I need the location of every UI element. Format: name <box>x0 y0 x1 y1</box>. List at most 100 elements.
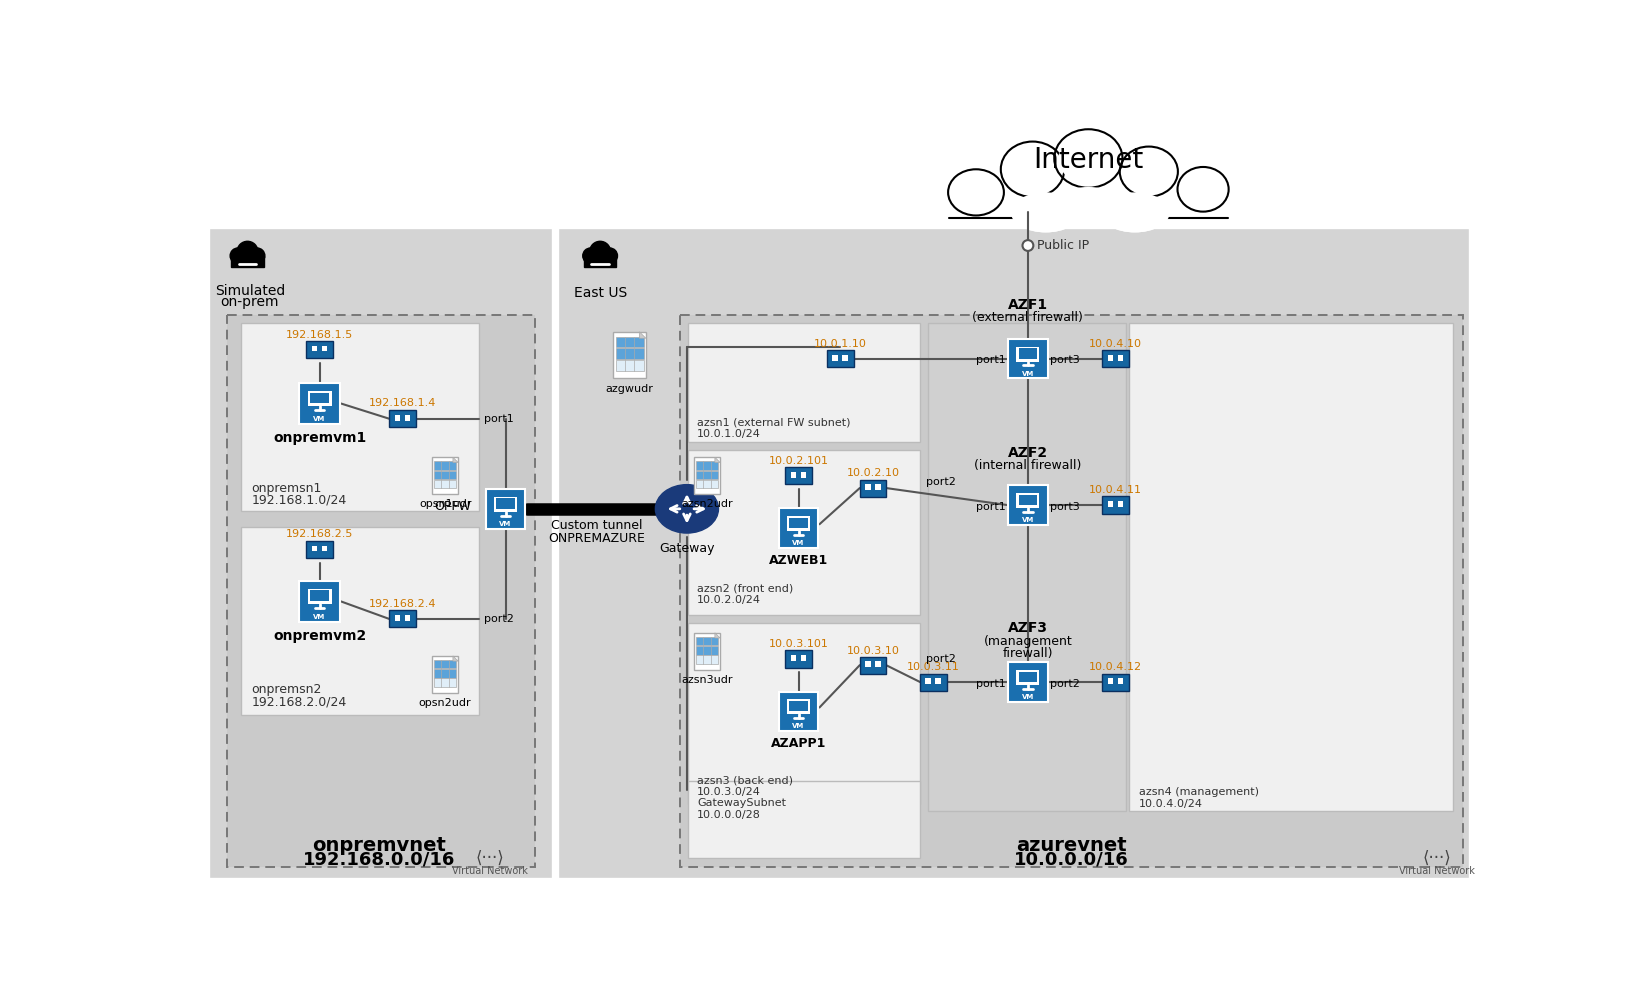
FancyBboxPatch shape <box>688 781 919 858</box>
FancyBboxPatch shape <box>434 669 456 678</box>
FancyBboxPatch shape <box>1103 674 1129 691</box>
FancyBboxPatch shape <box>308 589 331 604</box>
Ellipse shape <box>1054 129 1123 188</box>
Text: Virtual Network: Virtual Network <box>452 866 528 876</box>
Text: 10.0.2.0/24: 10.0.2.0/24 <box>697 595 760 605</box>
FancyBboxPatch shape <box>434 461 456 470</box>
FancyBboxPatch shape <box>405 415 410 421</box>
FancyBboxPatch shape <box>310 393 329 403</box>
Text: VM: VM <box>792 723 805 729</box>
FancyBboxPatch shape <box>613 332 646 378</box>
FancyBboxPatch shape <box>1016 347 1039 362</box>
Circle shape <box>238 241 257 262</box>
FancyBboxPatch shape <box>1008 662 1047 702</box>
Text: Gateway: Gateway <box>659 542 715 555</box>
Text: opsn2udr: opsn2udr <box>420 698 472 708</box>
FancyBboxPatch shape <box>1016 670 1039 685</box>
FancyBboxPatch shape <box>790 701 808 711</box>
FancyBboxPatch shape <box>800 472 806 478</box>
FancyBboxPatch shape <box>787 699 810 714</box>
Text: 192.168.0.0/16: 192.168.0.0/16 <box>303 850 456 868</box>
Text: VM: VM <box>313 416 326 422</box>
Text: opsn1udr: opsn1udr <box>420 499 472 509</box>
FancyBboxPatch shape <box>1108 501 1113 507</box>
Text: Public IP: Public IP <box>1037 239 1090 252</box>
FancyBboxPatch shape <box>231 256 264 267</box>
FancyBboxPatch shape <box>395 415 400 421</box>
Ellipse shape <box>952 172 1000 213</box>
FancyBboxPatch shape <box>828 350 854 367</box>
FancyBboxPatch shape <box>485 489 526 529</box>
Text: ⟨···⟩: ⟨···⟩ <box>1423 849 1452 867</box>
Text: Internet: Internet <box>1033 146 1144 174</box>
Text: 10.0.4.11: 10.0.4.11 <box>1088 485 1142 495</box>
FancyBboxPatch shape <box>1016 493 1039 508</box>
FancyBboxPatch shape <box>697 637 718 645</box>
Text: Custom tunnel: Custom tunnel <box>551 519 642 532</box>
FancyBboxPatch shape <box>928 323 1126 811</box>
FancyBboxPatch shape <box>875 661 880 667</box>
FancyBboxPatch shape <box>779 692 818 731</box>
Text: 10.0.3.10: 10.0.3.10 <box>846 646 900 656</box>
FancyBboxPatch shape <box>321 346 328 351</box>
Text: 192.168.1.4: 192.168.1.4 <box>369 398 436 408</box>
Text: VM: VM <box>1021 517 1034 523</box>
FancyBboxPatch shape <box>561 230 1469 877</box>
FancyBboxPatch shape <box>1019 348 1037 359</box>
FancyBboxPatch shape <box>785 467 811 484</box>
FancyBboxPatch shape <box>433 457 459 494</box>
Text: 10.0.3.11: 10.0.3.11 <box>906 662 960 672</box>
Text: 10.0.4.12: 10.0.4.12 <box>1088 662 1142 672</box>
FancyBboxPatch shape <box>497 498 515 509</box>
FancyBboxPatch shape <box>493 497 516 512</box>
FancyBboxPatch shape <box>616 348 644 359</box>
FancyBboxPatch shape <box>860 480 887 497</box>
FancyBboxPatch shape <box>616 337 644 347</box>
FancyBboxPatch shape <box>779 508 818 548</box>
FancyBboxPatch shape <box>616 360 644 371</box>
Text: 192.168.2.0/24: 192.168.2.0/24 <box>251 696 346 709</box>
Ellipse shape <box>1119 147 1178 197</box>
FancyBboxPatch shape <box>434 678 456 687</box>
Circle shape <box>583 248 598 264</box>
Text: port1: port1 <box>977 679 1006 689</box>
FancyBboxPatch shape <box>680 315 1462 867</box>
Text: onpremsn1: onpremsn1 <box>251 482 321 495</box>
Text: 192.168.1.5: 192.168.1.5 <box>285 330 352 340</box>
Ellipse shape <box>1049 187 1128 229</box>
Text: 10.0.4.10: 10.0.4.10 <box>1088 339 1142 349</box>
Text: 10.0.2.101: 10.0.2.101 <box>769 456 829 466</box>
Text: AZF2: AZF2 <box>1008 446 1047 460</box>
Text: 10.0.3.0/24: 10.0.3.0/24 <box>697 787 760 797</box>
FancyBboxPatch shape <box>1019 672 1037 682</box>
Text: port3: port3 <box>1049 355 1080 365</box>
Text: onpremsn2: onpremsn2 <box>251 683 321 696</box>
Text: (internal firewall): (internal firewall) <box>974 459 1082 472</box>
Text: ⟨···⟩: ⟨···⟩ <box>475 849 505 867</box>
Text: port1: port1 <box>484 414 513 424</box>
Text: Virtual Network: Virtual Network <box>1400 866 1475 876</box>
FancyBboxPatch shape <box>697 471 718 479</box>
FancyBboxPatch shape <box>1118 501 1123 507</box>
FancyBboxPatch shape <box>434 660 456 668</box>
Text: ONPREMAZURE: ONPREMAZURE <box>549 532 646 545</box>
FancyBboxPatch shape <box>787 516 810 531</box>
FancyBboxPatch shape <box>1108 678 1113 684</box>
Text: GatewaySubnet: GatewaySubnet <box>697 798 787 808</box>
FancyBboxPatch shape <box>306 541 333 558</box>
FancyBboxPatch shape <box>405 615 410 621</box>
FancyBboxPatch shape <box>688 450 919 615</box>
Text: port2: port2 <box>926 654 956 664</box>
Circle shape <box>249 248 266 264</box>
FancyBboxPatch shape <box>241 527 479 715</box>
Text: onpremvm2: onpremvm2 <box>274 629 365 643</box>
FancyBboxPatch shape <box>790 655 797 661</box>
FancyBboxPatch shape <box>688 323 919 442</box>
Ellipse shape <box>1001 142 1064 197</box>
Circle shape <box>229 248 246 264</box>
Text: 10.0.1.10: 10.0.1.10 <box>815 339 867 349</box>
Text: OPFW: OPFW <box>434 500 470 513</box>
Ellipse shape <box>1005 145 1060 194</box>
Circle shape <box>1023 240 1033 251</box>
Text: AZF3: AZF3 <box>1008 621 1047 635</box>
